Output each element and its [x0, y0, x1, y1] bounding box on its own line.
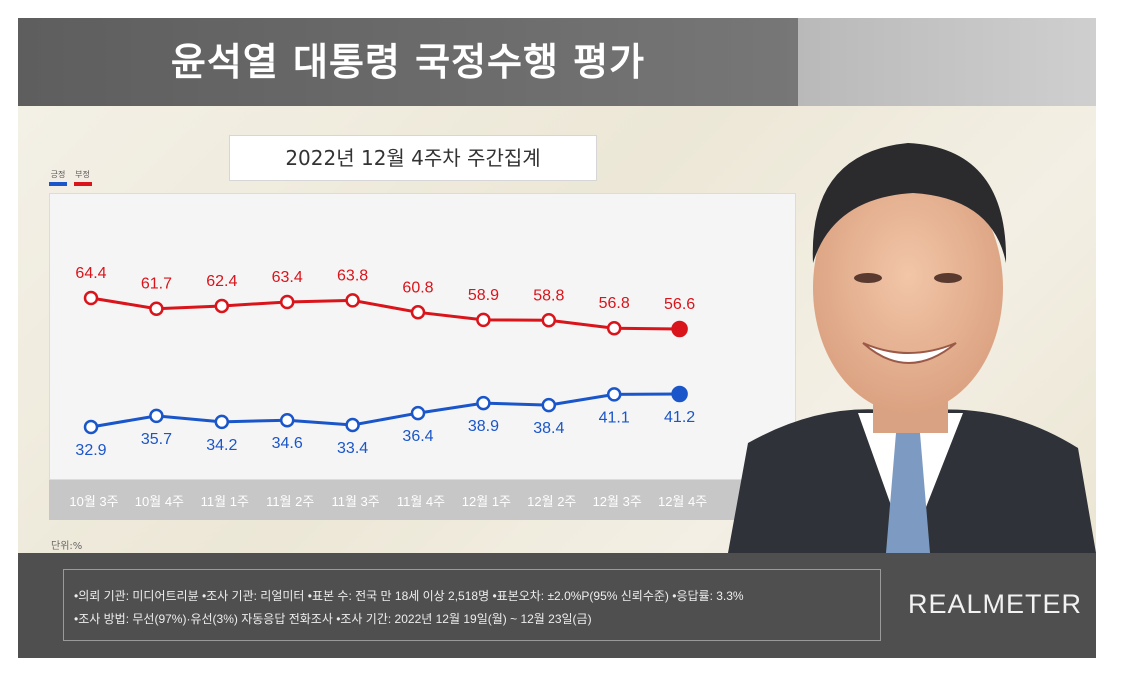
data-point-positive [410, 405, 426, 421]
series-line-negative [90, 296, 680, 331]
data-point-positive [214, 414, 230, 430]
data-point-positive [476, 395, 491, 411]
legend-label-positive: 긍정 [50, 170, 66, 179]
x-tick-label: 11월 4주 [397, 494, 445, 509]
data-label-positive: 32.9 [75, 442, 106, 459]
x-tick-label: 11월 3주 [331, 494, 379, 509]
data-point-negative [149, 301, 164, 316]
data-point-negative [476, 312, 491, 328]
data-label-positive: 36.4 [402, 428, 433, 445]
x-tick-label: 11월 1주 [201, 494, 249, 509]
survey-info-line-1: •의뢰 기관: 미디어트리뷴 •조사 기관: 리얼미터 •표본 수: 전국 만 … [74, 589, 744, 603]
legend-item-negative: 부정 [73, 169, 92, 186]
data-point-negative [345, 293, 360, 308]
data-label-positive: 35.7 [141, 431, 172, 448]
data-point-positive [345, 417, 360, 433]
x-axis-band [49, 480, 796, 520]
x-tick-label: 10월 4주 [135, 494, 184, 509]
x-tick-label: 12월 3주 [593, 494, 642, 509]
data-point-positive [541, 397, 557, 413]
data-label-negative: 58.8 [533, 287, 564, 304]
x-tick-label: 12월 2주 [527, 494, 576, 509]
data-point-positive [671, 385, 688, 403]
data-label-negative: 61.7 [141, 276, 172, 293]
data-label-negative: 56.6 [664, 296, 695, 313]
data-point-negative [671, 320, 688, 338]
data-label-negative: 60.8 [402, 279, 433, 296]
data-label-negative: 58.9 [468, 287, 499, 304]
data-point-negative [606, 320, 622, 336]
title-banner-right [798, 18, 1096, 106]
survey-info-box: •의뢰 기관: 미디어트리뷴 •조사 기관: 리얼미터 •표본 수: 전국 만 … [63, 569, 881, 641]
data-point-negative [410, 305, 426, 320]
data-label-negative: 64.4 [75, 265, 106, 282]
data-label-negative: 56.8 [599, 295, 630, 312]
data-point-positive [149, 408, 164, 424]
data-label-positive: 38.9 [468, 418, 499, 435]
data-point-positive [606, 387, 622, 402]
data-point-positive [279, 412, 295, 428]
data-label-negative: 63.8 [337, 267, 368, 284]
data-label-positive: 34.2 [206, 437, 237, 454]
data-point-negative [214, 298, 230, 314]
data-point-negative [541, 313, 557, 328]
legend-swatch-negative [73, 182, 92, 186]
data-point-positive [83, 419, 99, 435]
plot-area [49, 193, 796, 480]
unit-label: 단위:% [51, 541, 83, 552]
data-label-positive: 41.1 [599, 409, 630, 426]
legend-label-negative: 부정 [75, 170, 90, 179]
survey-info-line-2: •조사 방법: 무선(97%)·유선(3%) 자동응답 전화조사 •조사 기간:… [74, 612, 592, 626]
x-tick-label: 12월 1주 [462, 494, 511, 509]
infographic: 윤석열 대통령 국정수행 평가 2022년 12월 4주차 주간집계 긍정 부정… [18, 18, 1096, 658]
president-portrait [728, 143, 1096, 553]
data-label-positive: 33.4 [337, 440, 368, 457]
page-title: 윤석열 대통령 국정수행 평가 [170, 40, 646, 84]
data-point-negative [83, 290, 99, 306]
footer: •의뢰 기관: 미디어트리뷴 •조사 기관: 리얼미터 •표본 수: 전국 만 … [18, 553, 1096, 658]
x-tick-label: 10월 3주 [69, 494, 118, 509]
legend-swatch-positive [49, 182, 67, 186]
data-label-positive: 34.6 [272, 435, 303, 452]
brand-logo: REALMETER [908, 589, 1083, 619]
x-tick-label: 11월 2주 [266, 494, 314, 509]
data-point-negative [279, 294, 295, 310]
data-label-positive: 41.2 [664, 409, 695, 426]
period-subtitle: 2022년 12월 4주차 주간집계 [229, 135, 597, 181]
title-banner [18, 18, 798, 106]
legend-item-positive: 긍정 [49, 169, 67, 186]
data-label-negative: 62.4 [206, 273, 237, 290]
data-label-negative: 63.4 [272, 269, 303, 286]
line-chart: 64.4 61.7 62.4 63.4 63.8 60.8 58.9 58.8 56.8 56.6… [69, 265, 707, 509]
data-label-positive: 38.4 [533, 420, 564, 437]
x-tick-label: 12월 4주 [658, 494, 707, 509]
legend: 긍정 부정 [49, 169, 96, 186]
series-line-positive [90, 392, 680, 429]
